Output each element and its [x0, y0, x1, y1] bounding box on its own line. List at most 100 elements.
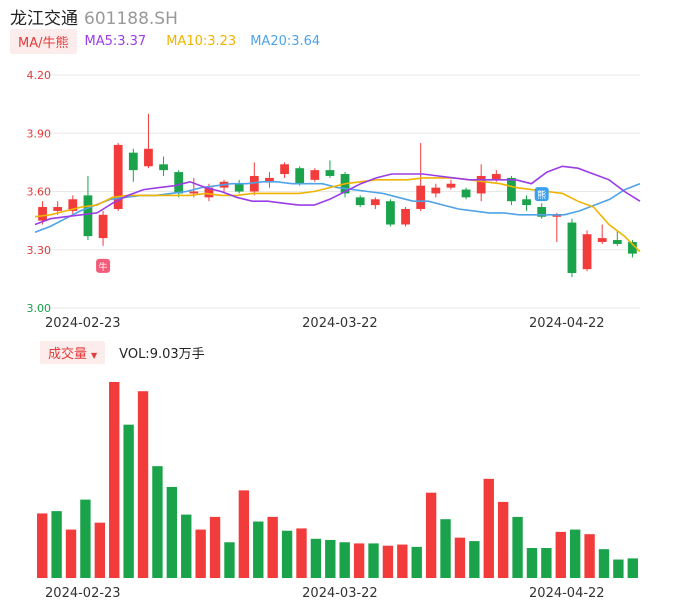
volume-bar [483, 478, 494, 578]
candle-body [446, 183, 456, 188]
volume-bar [555, 531, 566, 578]
candle-body [295, 168, 305, 184]
candle-body [325, 170, 335, 176]
volume-bar [469, 541, 480, 578]
volume-bar [440, 519, 451, 578]
candle-body [128, 152, 138, 171]
volume-bar [310, 538, 322, 578]
volume-bar [123, 424, 134, 578]
candle-body [401, 208, 410, 225]
volume-bar [497, 501, 509, 578]
volume-bar [526, 548, 538, 578]
ma-legend: MA/牛熊 MA5:3.37 MA10:3.23 MA20:3.64 [10, 28, 321, 54]
volume-bar [339, 542, 350, 578]
volume-bar [541, 548, 552, 578]
volume-bar [296, 528, 307, 578]
volume-bar [512, 516, 523, 578]
stock-name: 龙江交通 [10, 9, 78, 29]
volume-bar [137, 391, 149, 578]
candle-body [552, 214, 562, 217]
candle-body [431, 187, 441, 194]
volume-bar [238, 490, 250, 578]
volume-bar [353, 543, 365, 578]
candle-body [38, 207, 47, 221]
bear-marker-icon [534, 187, 549, 202]
candle-body [476, 175, 486, 194]
y-tick-label: 3.30 [27, 244, 52, 257]
volume-bar [267, 516, 278, 578]
candle-body [310, 170, 320, 180]
candle-body [174, 172, 184, 194]
ma20-line [34, 181, 641, 234]
ma-indicator-tag[interactable]: MA/牛熊 [10, 28, 77, 54]
volume-bar [51, 511, 62, 578]
candle-body [416, 185, 426, 209]
volume-x-tick-label: 2024-02-23 [45, 586, 121, 601]
candle-body [204, 187, 214, 198]
candle-body [612, 240, 622, 244]
candle-body [83, 195, 93, 237]
volume-bar [598, 549, 610, 578]
volume-bar [209, 516, 221, 578]
candle-body [68, 199, 78, 211]
ma20-value: MA20:3.64 [250, 33, 321, 49]
candle-body [189, 191, 199, 194]
volume-bar [411, 546, 422, 578]
candle-body [144, 148, 153, 167]
candle-body [582, 234, 592, 270]
candle-body [249, 175, 259, 192]
volume-bar [454, 537, 466, 578]
x-tick-label: 2024-02-23 [45, 316, 121, 331]
volume-bar [368, 543, 379, 578]
dropdown-arrow-icon[interactable]: ▼ [91, 350, 98, 360]
volume-bar [195, 529, 206, 578]
volume-bar [397, 544, 408, 578]
volume-bar [253, 521, 264, 578]
volume-bar [65, 529, 77, 578]
candle-body [265, 177, 274, 182]
ma5-value: MA5:3.37 [84, 33, 147, 49]
y-tick-label: 3.60 [27, 186, 52, 199]
candle-body [234, 183, 244, 192]
x-tick-label: 2024-04-22 [529, 316, 605, 331]
volume-bar [569, 529, 581, 578]
candle-body [370, 199, 380, 206]
volume-bar [224, 542, 235, 578]
y-tick-label: 3.90 [27, 127, 52, 140]
candle-body [522, 199, 531, 206]
candle-body [159, 164, 168, 171]
volume-bar [584, 534, 595, 578]
candle-body [537, 207, 547, 217]
ma10-value: MA10:3.23 [166, 33, 237, 49]
candle-body [98, 214, 108, 239]
candle-body [113, 144, 123, 209]
marker-label: 熊 [537, 189, 546, 201]
volume-x-tick-label: 2024-04-22 [529, 586, 605, 601]
volume-bar [281, 530, 293, 578]
volume-bar [37, 513, 48, 578]
candle-body [597, 238, 607, 242]
ma5-line [34, 165, 641, 226]
y-tick-label: 3.00 [27, 302, 52, 315]
volume-bar [627, 558, 638, 578]
candle-body [628, 241, 637, 254]
volume-tag-label: 成交量 [48, 346, 88, 362]
candle-body [461, 189, 471, 198]
candle-body [280, 164, 289, 175]
candle-body [386, 201, 395, 225]
volume-bar [425, 492, 437, 578]
volume-bar [613, 559, 624, 578]
stock-title: 龙江交通 601188.SH [10, 4, 178, 29]
volume-bar [382, 545, 394, 578]
volume-bar [94, 522, 106, 578]
volume-indicator-tag[interactable]: 成交量 ▼ [40, 340, 106, 364]
marker-label: 牛 [99, 261, 108, 273]
volume-x-tick-label: 2024-03-22 [302, 586, 378, 601]
volume-bar [80, 499, 91, 578]
candle-body [507, 177, 516, 202]
volume-legend: 成交量 ▼ VOL:9.03万手 [40, 340, 205, 364]
volume-bar [325, 539, 336, 578]
volume-bar [152, 466, 163, 578]
volume-value: VOL:9.03万手 [119, 346, 205, 362]
